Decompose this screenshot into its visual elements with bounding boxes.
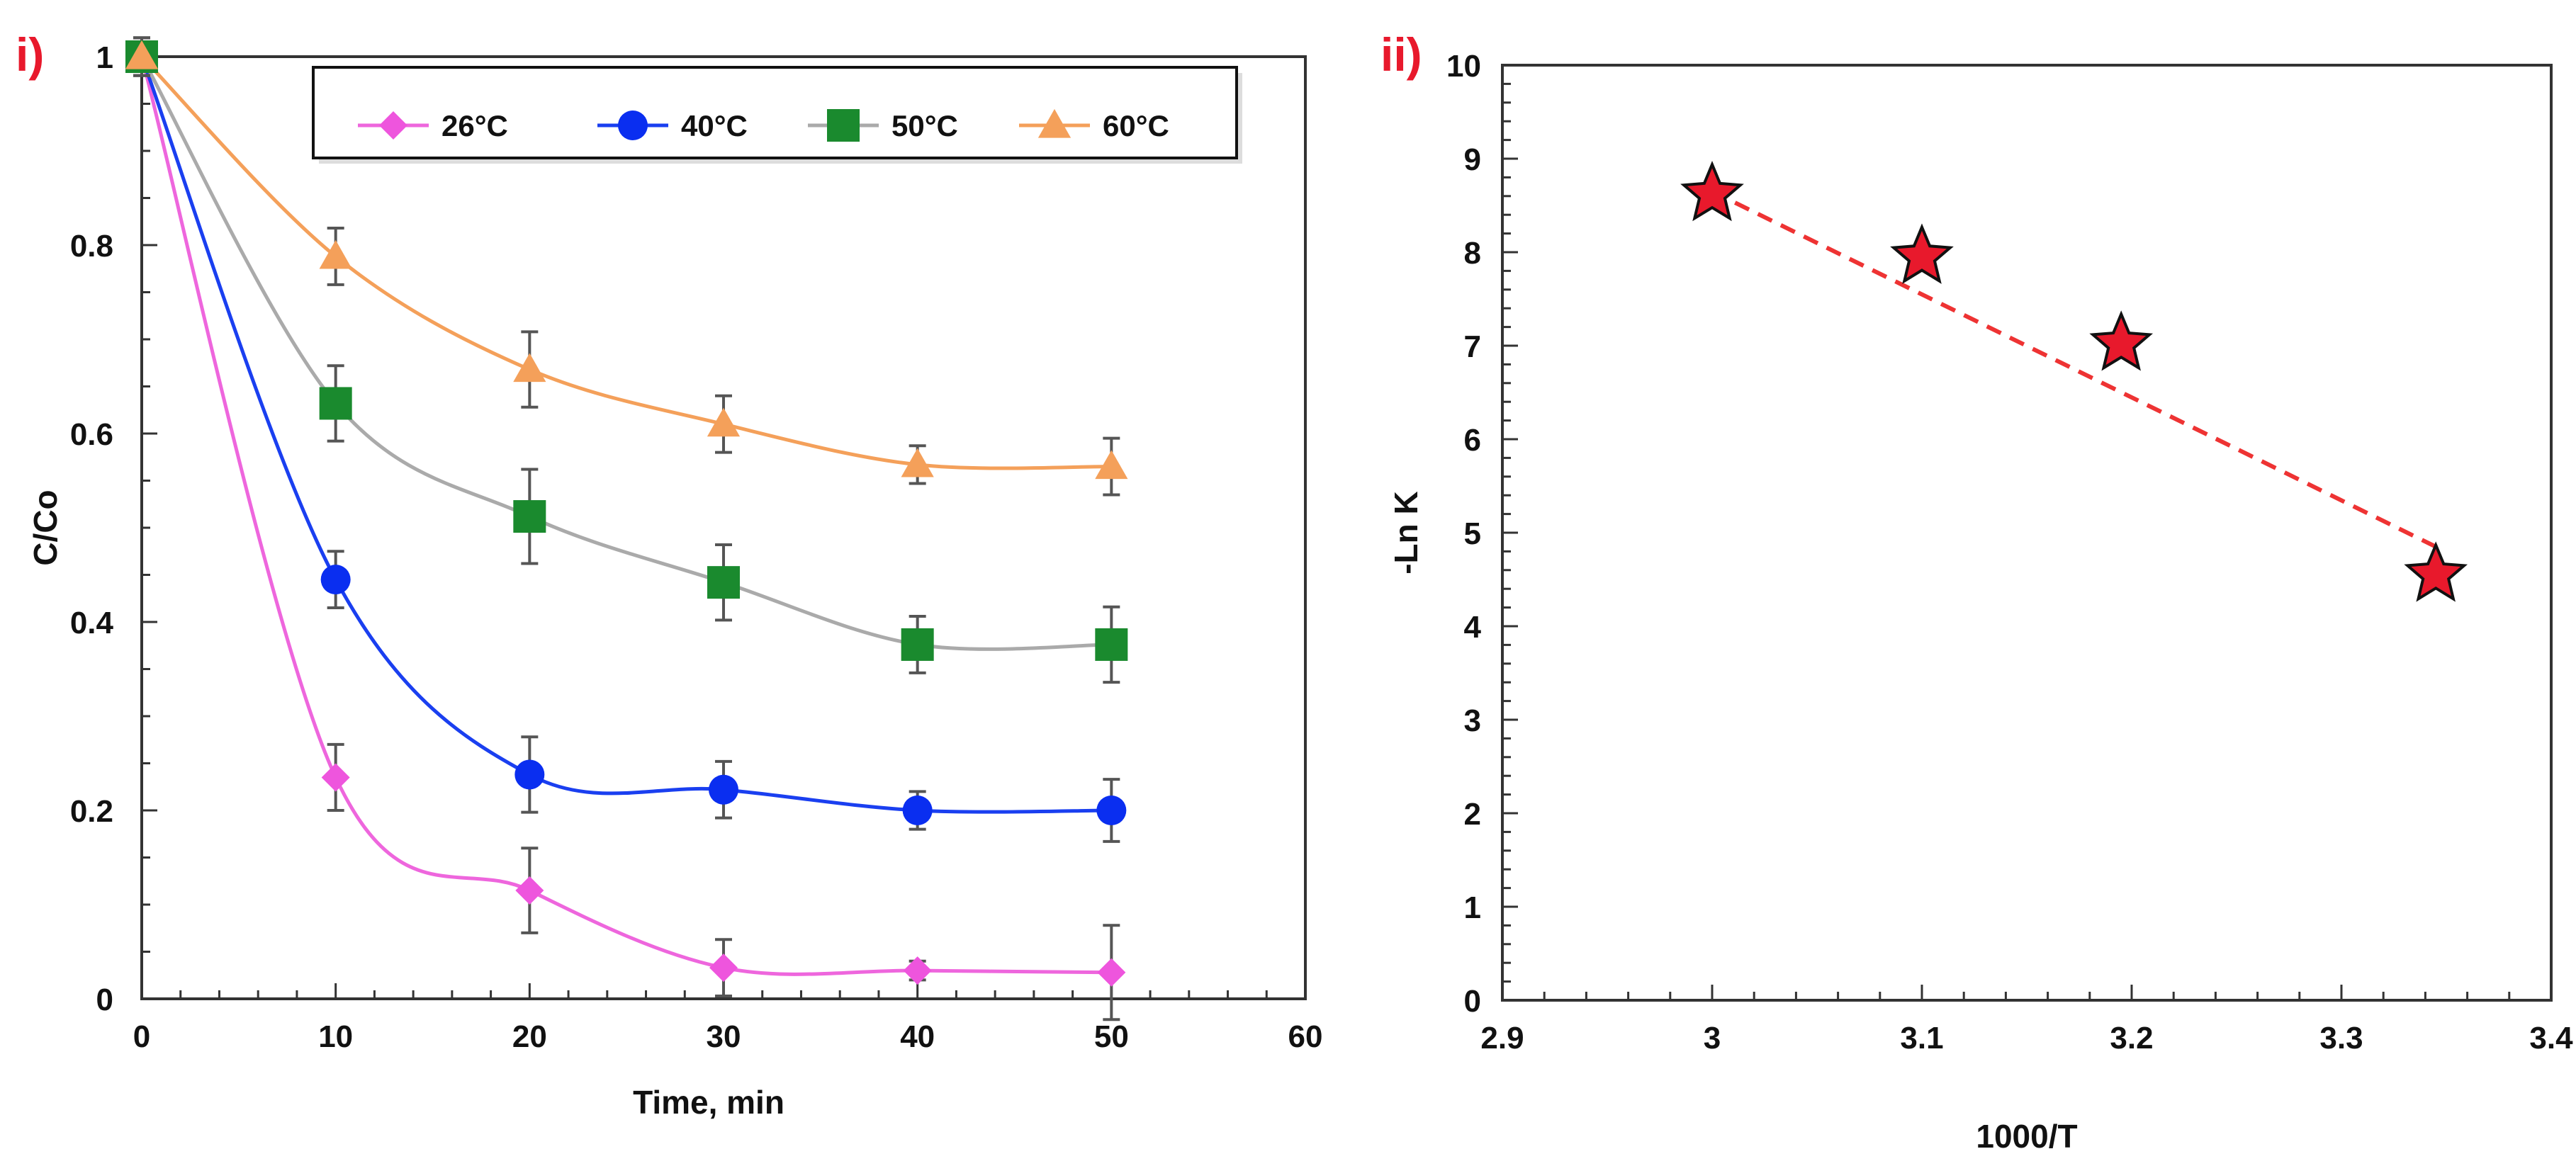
x-tick-label: 30: [707, 1019, 741, 1054]
axis-ticks-i: [140, 55, 1307, 1000]
data-point-circle: [902, 796, 933, 825]
data-point-triangle: [707, 407, 741, 437]
data-point-circle: [320, 565, 351, 595]
x-tick-labels-ii: 2.9 3 3.1 3.2 3.3 3.4: [1480, 1021, 2573, 1055]
data-point-square: [707, 566, 740, 599]
y-axis-title-i: C/Co: [27, 489, 64, 565]
data-point-diamond: [321, 763, 350, 792]
panel-label-ii: ii): [1380, 28, 1422, 81]
legend-i: 26°C 40°C 50°C 60°C: [312, 66, 1242, 164]
data-point-square: [901, 628, 934, 661]
y-tick-label: 6: [1464, 423, 1481, 458]
data-point-square: [319, 387, 352, 420]
axis-ticks-ii: [1501, 64, 2553, 1002]
data-point-star: [1890, 223, 1954, 284]
data-point-triangle: [513, 353, 546, 383]
plot-area-frame-ii: [1501, 64, 2553, 1002]
y-axis-title-ii: -Ln K: [1388, 491, 1424, 574]
series-group-i: [125, 36, 1128, 1021]
legend-marker-diamond: [379, 111, 407, 140]
y-tick-label: 0: [96, 983, 113, 1017]
data-point-triangle: [319, 239, 352, 269]
data-point-circle: [1096, 796, 1127, 825]
y-tick-label: 8: [1464, 236, 1481, 271]
legend-label: 50°C: [892, 109, 958, 142]
data-point-diamond: [709, 953, 738, 983]
x-tick-label: 3.3: [2319, 1021, 2363, 1055]
y-tick-label: 3: [1464, 703, 1481, 738]
legend-marker-square: [827, 109, 860, 142]
data-point-diamond: [1097, 958, 1126, 987]
x-axis-title-ii: 1000/T: [1976, 1118, 2077, 1155]
data-point-diamond: [515, 876, 544, 905]
data-point-star: [2089, 310, 2154, 371]
x-axis-title-i: Time, min: [633, 1084, 784, 1121]
legend-marker-circle: [618, 111, 648, 140]
y-tick-labels-i: 0 0.2 0.4 0.6 0.8 1: [70, 40, 114, 1017]
y-tick-label: 7: [1464, 329, 1481, 364]
x-tick-label: 20: [512, 1019, 547, 1054]
legend-label: 26°C: [441, 109, 508, 142]
x-tick-label: 40: [900, 1019, 935, 1054]
panel-label-i: i): [16, 28, 44, 81]
x-tick-label: 10: [318, 1019, 353, 1054]
y-tick-label: 0.8: [70, 229, 113, 264]
y-tick-label: 5: [1464, 516, 1481, 551]
y-tick-label: 0.6: [70, 417, 113, 452]
y-tick-label: 0.4: [70, 606, 114, 640]
data-point-triangle: [1095, 450, 1128, 480]
x-tick-label: 3.1: [1900, 1021, 1943, 1055]
data-point-triangle: [901, 448, 934, 477]
x-tick-label: 60: [1288, 1019, 1323, 1054]
x-tick-labels-i: 0 10 20 30 40 50 60: [133, 1019, 1323, 1054]
series-line-3: [140, 55, 1112, 470]
data-point-triangle: [125, 40, 159, 69]
x-tick-label: 3.4: [2529, 1021, 2573, 1055]
data-point-square: [513, 500, 546, 533]
data-point-star: [1680, 160, 1744, 222]
legend-marker-triangle: [1037, 108, 1072, 138]
chart-panel-i: i) 0 0.2 0.4 0.6 0.8 1 0 10 20 30 40 50 60 Time, mi…: [16, 28, 1322, 1121]
x-tick-label: 3.2: [2110, 1021, 2153, 1055]
data-point-circle: [514, 759, 545, 790]
y-tick-label: 0: [1464, 984, 1481, 1019]
x-tick-label: 3: [1704, 1021, 1721, 1055]
y-tick-label: 2: [1464, 797, 1481, 832]
chart-panel-ii: ii) 0 1 2 3 4 5 6 7 8 9 10 2.9 3 3.1 3.2 3.3 3.4 1000/T…: [1380, 28, 2573, 1155]
y-tick-label: 4: [1464, 610, 1482, 645]
data-point-square: [1095, 628, 1128, 661]
x-tick-label: 50: [1094, 1019, 1129, 1054]
data-point-star: [2404, 541, 2468, 602]
y-tick-label: 0.2: [70, 794, 113, 829]
y-tick-label: 1: [96, 40, 113, 75]
x-tick-label: 2.9: [1480, 1021, 1524, 1055]
legend-box: [312, 66, 1238, 159]
trendline: [1711, 189, 2437, 549]
plot-area-frame-i: [140, 55, 1307, 1000]
series-group-ii: [1680, 160, 2468, 602]
data-point-diamond: [903, 956, 932, 985]
y-tick-labels-ii: 0 1 2 3 4 5 6 7 8 9 10: [1446, 49, 1481, 1019]
legend-label: 60°C: [1103, 109, 1169, 142]
data-point-circle: [709, 774, 738, 805]
y-tick-label: 10: [1446, 49, 1481, 84]
y-tick-label: 1: [1464, 890, 1481, 925]
y-tick-label: 9: [1464, 142, 1481, 177]
x-tick-label: 0: [133, 1019, 150, 1054]
legend-label: 40°C: [681, 109, 748, 142]
